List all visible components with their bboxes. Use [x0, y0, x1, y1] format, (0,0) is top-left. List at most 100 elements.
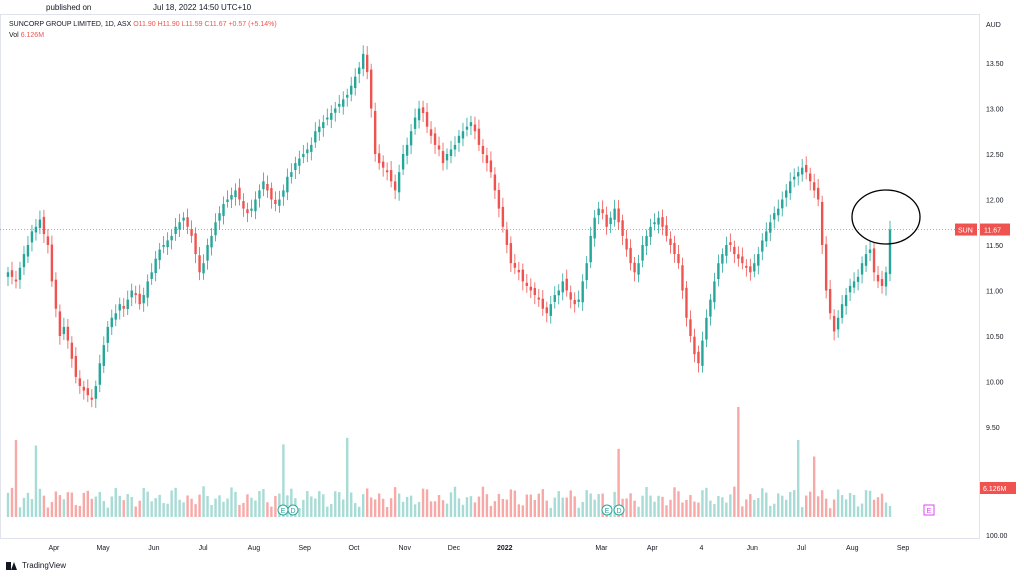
candle-body: [22, 254, 26, 268]
candle-body: [294, 163, 297, 171]
candle-body: [70, 342, 74, 359]
candle-body: [649, 226, 652, 237]
candle-body: [118, 304, 121, 311]
volume-bar: [549, 507, 552, 517]
candle-body: [358, 67, 361, 74]
volume-bar: [653, 501, 656, 517]
volume-bar: [541, 489, 544, 517]
y-tick-label: 9.50: [986, 425, 1000, 432]
x-tick-label: Aug: [248, 545, 261, 552]
volume-bar: [22, 497, 26, 517]
volume-scale-label: 100.00: [986, 533, 1008, 540]
volume-bar: [781, 495, 784, 517]
volume-bar: [824, 498, 828, 517]
volume-bar: [393, 487, 397, 517]
volume-bar: [102, 500, 105, 517]
volume-bar: [489, 505, 493, 517]
candle-body: [657, 217, 660, 225]
volume-bar: [278, 493, 281, 517]
candle-body: [429, 129, 433, 136]
candle-body: [234, 190, 237, 197]
volume-bar: [18, 507, 22, 517]
candle-body: [629, 247, 632, 264]
candle-body: [477, 128, 481, 145]
candle-body: [773, 213, 776, 220]
volume-bar: [557, 491, 560, 517]
x-tick-label: Nov: [399, 545, 412, 552]
volume-bar: [54, 491, 58, 517]
volume-bar: [274, 496, 277, 517]
candle-body: [820, 201, 824, 245]
volume-bar: [250, 497, 253, 517]
candle-body: [138, 293, 141, 305]
volume-bar: [860, 503, 864, 517]
candle-body: [669, 238, 672, 245]
volume-bar: [98, 491, 101, 517]
candle-body: [848, 285, 852, 293]
candle-body: [62, 326, 66, 335]
candle-body: [864, 254, 868, 266]
candle-body: [812, 182, 816, 191]
candle-body: [868, 249, 872, 253]
volume-bar: [589, 493, 592, 517]
candle-body: [645, 235, 648, 247]
candle-body: [681, 265, 684, 291]
volume-bar: [62, 499, 66, 517]
volume-bar: [226, 498, 229, 517]
candle-body: [613, 208, 616, 220]
candle-body: [202, 263, 205, 274]
candle-body: [709, 299, 712, 317]
candle-body: [238, 187, 241, 200]
volume-bar: [154, 498, 157, 517]
candle-body: [130, 290, 133, 298]
candle-body: [206, 245, 209, 261]
earnings-marker-label: E: [281, 508, 286, 515]
volume-bar: [6, 492, 10, 517]
candle-body: [553, 295, 556, 302]
candle-body: [677, 254, 680, 264]
candle-body: [298, 158, 301, 166]
volume-bar: [769, 505, 772, 517]
candle-body: [286, 176, 289, 193]
volume-bar: [852, 495, 856, 517]
candle-body: [473, 124, 477, 132]
volume-bar: [569, 490, 572, 517]
volume-bar: [677, 491, 680, 517]
volume-bar: [808, 491, 812, 517]
candle-body: [242, 201, 245, 209]
dividend-marker-label: D: [616, 508, 621, 515]
x-tick-label: Mar: [595, 545, 608, 552]
price-chart[interactable]: 13.50 13.00 12.50 12.00 11.50 11.00 10.50 10.00…: [0, 14, 1024, 560]
candle-body: [633, 262, 636, 273]
volume-bar: [198, 494, 201, 517]
volume-bar: [816, 496, 820, 517]
volume-bar: [429, 501, 433, 517]
y-tick-label: 11.50: [986, 243, 1003, 250]
volume-bar: [785, 499, 788, 517]
candle-body: [577, 299, 580, 302]
volume-bar: [729, 494, 732, 517]
volume-bar: [266, 502, 269, 517]
candle-body: [86, 388, 90, 396]
volume-bar: [513, 490, 517, 517]
candle-body: [346, 94, 349, 98]
volume-bar: [158, 494, 161, 517]
candle-body: [701, 340, 704, 366]
volume-bar: [234, 491, 237, 517]
candle-body: [733, 246, 736, 255]
volume-bar: [178, 499, 181, 517]
volume-bar: [417, 501, 421, 517]
x-tick-label: Dec: [448, 545, 461, 552]
candle-body: [872, 248, 876, 273]
volume-bar: [649, 495, 652, 517]
volume-bar: [832, 499, 836, 517]
candle-body: [489, 160, 493, 173]
candle-body: [840, 304, 844, 318]
volume-bar: [461, 504, 465, 517]
brand-footer[interactable]: TradingView: [6, 561, 66, 570]
symbol-label: SUNCORP GROUP LIMITED, 1D, ASX: [9, 21, 132, 28]
published-label: published on: [46, 3, 92, 12]
candle-body: [46, 236, 50, 245]
candle-body: [326, 117, 329, 120]
candle-body: [601, 209, 604, 214]
